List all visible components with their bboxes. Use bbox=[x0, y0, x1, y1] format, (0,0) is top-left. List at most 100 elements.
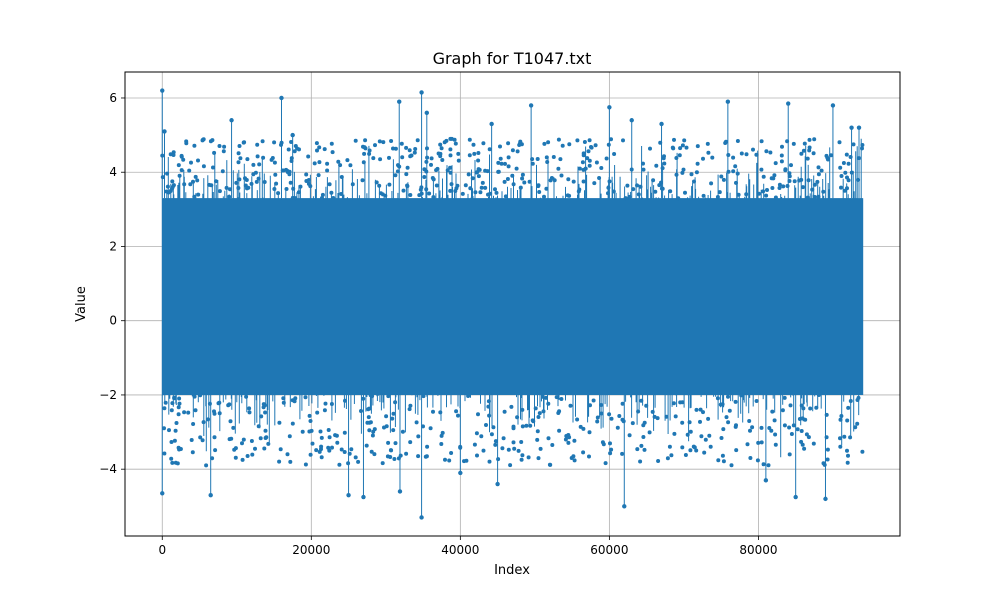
series-marker bbox=[198, 393, 203, 398]
series-marker bbox=[405, 183, 410, 188]
series-marker bbox=[593, 143, 598, 148]
series-marker bbox=[503, 194, 508, 199]
series-marker bbox=[856, 156, 861, 161]
series-marker bbox=[816, 194, 821, 199]
series-marker bbox=[407, 407, 412, 412]
series-marker bbox=[310, 441, 315, 446]
series-marker bbox=[662, 154, 666, 159]
series-marker bbox=[721, 459, 726, 464]
series-marker bbox=[256, 176, 261, 181]
series-marker bbox=[448, 165, 453, 170]
series-marker bbox=[214, 179, 218, 184]
series-marker bbox=[170, 185, 175, 190]
series-marker bbox=[345, 158, 350, 163]
series-marker bbox=[210, 456, 215, 461]
series-marker bbox=[237, 177, 242, 182]
series-marker bbox=[658, 140, 663, 145]
series-marker bbox=[542, 194, 546, 199]
series-marker bbox=[193, 174, 198, 179]
series-marker bbox=[636, 192, 641, 197]
series-marker bbox=[196, 158, 200, 163]
series-marker bbox=[296, 190, 301, 195]
series-marker bbox=[272, 140, 277, 145]
series-marker bbox=[487, 147, 492, 152]
series-marker bbox=[498, 156, 503, 161]
series-marker bbox=[587, 454, 591, 459]
series-marker bbox=[520, 453, 525, 458]
series-marker bbox=[825, 447, 830, 452]
series-marker bbox=[259, 414, 264, 419]
series-marker bbox=[642, 420, 647, 425]
series-marker bbox=[179, 153, 184, 158]
series-marker bbox=[261, 155, 266, 160]
series-marker bbox=[843, 170, 848, 175]
series-marker bbox=[787, 179, 792, 183]
series-marker bbox=[281, 396, 286, 401]
series-marker bbox=[422, 175, 427, 179]
series-marker bbox=[184, 139, 189, 144]
series-marker bbox=[369, 449, 374, 454]
series-marker bbox=[787, 174, 792, 179]
series-marker bbox=[429, 156, 434, 161]
series-marker bbox=[678, 400, 683, 405]
series-marker bbox=[421, 394, 426, 399]
series-marker bbox=[721, 177, 726, 182]
series-marker bbox=[468, 186, 473, 191]
series-marker bbox=[447, 458, 452, 463]
series-marker bbox=[392, 457, 397, 461]
outlier-marker bbox=[786, 101, 791, 106]
series-marker bbox=[263, 410, 268, 415]
series-marker bbox=[288, 180, 293, 185]
series-marker bbox=[169, 440, 174, 444]
series-marker bbox=[651, 178, 656, 183]
series-marker bbox=[233, 446, 238, 451]
series-marker bbox=[801, 148, 806, 153]
series-marker bbox=[359, 409, 363, 413]
outlier-marker bbox=[208, 492, 213, 498]
series-marker bbox=[724, 415, 729, 420]
series-marker bbox=[362, 151, 367, 156]
series-marker bbox=[846, 453, 850, 458]
series-marker bbox=[287, 434, 292, 439]
series-marker bbox=[520, 424, 525, 429]
series-marker bbox=[413, 147, 418, 151]
series-marker bbox=[581, 450, 586, 455]
series-marker bbox=[227, 194, 232, 199]
series-marker bbox=[709, 181, 714, 186]
series-marker bbox=[475, 453, 479, 458]
series-marker bbox=[659, 186, 664, 191]
series-marker bbox=[486, 404, 491, 409]
series-marker bbox=[181, 157, 186, 162]
series-marker bbox=[474, 170, 479, 175]
series-marker bbox=[751, 147, 755, 152]
series-marker bbox=[186, 410, 191, 415]
series-marker bbox=[315, 148, 319, 153]
series-marker bbox=[677, 153, 682, 158]
series-marker bbox=[356, 459, 361, 464]
series-marker bbox=[481, 141, 486, 146]
series-marker bbox=[631, 187, 636, 192]
series-marker bbox=[472, 151, 477, 156]
series-marker bbox=[329, 141, 334, 146]
y-axis-label: Value bbox=[74, 286, 89, 322]
series-marker bbox=[439, 146, 444, 151]
chart-title: Graph for T1047.txt bbox=[433, 49, 592, 68]
series-marker bbox=[550, 443, 555, 447]
series-marker bbox=[496, 169, 501, 174]
series-marker bbox=[372, 452, 377, 457]
series-marker bbox=[172, 395, 177, 400]
series-marker bbox=[217, 400, 222, 405]
series-marker bbox=[390, 416, 395, 421]
series-marker bbox=[287, 172, 292, 177]
series-marker bbox=[326, 428, 331, 432]
series-marker bbox=[491, 425, 496, 430]
series-marker bbox=[777, 186, 782, 190]
series-marker bbox=[544, 186, 549, 191]
series-marker bbox=[374, 180, 379, 185]
series-marker bbox=[300, 429, 305, 434]
series-marker bbox=[456, 413, 460, 418]
series-marker bbox=[844, 152, 849, 157]
series-marker bbox=[715, 396, 720, 401]
series-marker bbox=[193, 408, 198, 413]
series-marker bbox=[200, 438, 205, 443]
